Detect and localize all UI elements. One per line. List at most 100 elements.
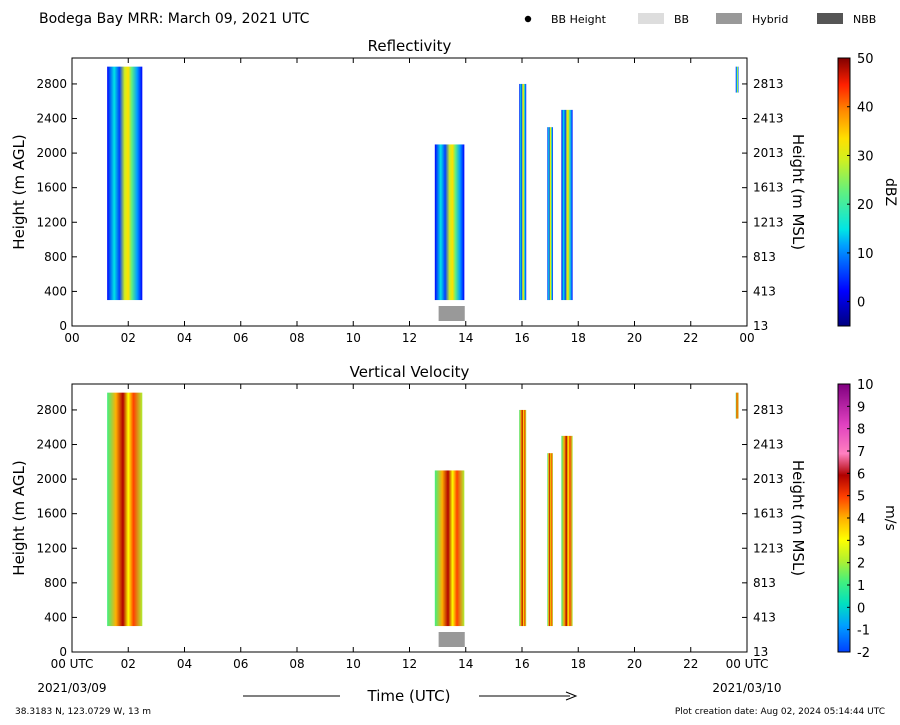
legend-swatch [638,13,664,24]
echo-column [434,470,465,627]
echo-column [519,83,527,301]
y-axis-label-right: Height (m MSL) [789,134,807,250]
x-arrow-head [565,691,578,701]
panel-title: Reflectivity [368,37,452,55]
x-axis-label: Time (UTC) [367,687,451,705]
x-tick-label: 00 [64,331,79,345]
x-tick-label: 18 [571,657,586,671]
x-tick-label: 10 [346,331,361,345]
colorbar-label: dBZ [882,178,898,206]
x-tick-label: 08 [289,657,304,671]
y-axis-label-right: Height (m MSL) [789,460,807,576]
y-tick-label-right: 1613 [753,507,784,521]
x-tick-label: 08 [289,331,304,345]
colorbar-tick-label: 1 [857,579,865,594]
echo-column [735,66,739,93]
colorbar-tick-label: 40 [857,101,874,116]
y-tick-label: 2000 [36,472,67,486]
plot-frame [71,57,748,327]
x-tick-label: 16 [514,657,529,671]
end-date-label: 2021/03/10 [712,681,781,695]
colorbar-tick-label: 10 [857,247,874,262]
x-tick-label: 00 UTC [51,657,94,671]
echo-column [434,144,465,301]
bb-legend: BB Height BB Hybrid NBB [524,13,876,26]
colorbar-tick-label: 0 [857,296,865,311]
y-tick-label-right: 2813 [753,77,784,91]
colorbar-tick-label: 7 [857,445,865,460]
echo-column [735,392,739,419]
colorbar-tick-label: 2 [857,557,865,572]
y-tick-label-right: 1213 [753,541,784,555]
y-tick-label-right: 13 [753,645,768,659]
y-tick-label: 2800 [36,77,67,91]
y-tick-label: 2000 [36,146,67,160]
colorbar-tick-label: 50 [857,52,874,67]
legend-label: Hybrid [752,13,788,26]
y-tick-label: 800 [44,576,67,590]
bb-height-marker [524,15,532,23]
echo-column [519,409,527,627]
y-tick-label: 2400 [36,112,67,126]
location-label: 38.3183 N, 123.0729 W, 13 m [15,707,151,717]
y-tick-label-right: 2813 [753,403,784,417]
colorbar-tick-label: 30 [857,149,874,164]
x-tick-label: 12 [402,331,417,345]
y-tick-label: 2400 [36,438,67,452]
colorbar [837,57,851,327]
plot-frame [71,383,748,653]
x-tick-label: 06 [233,331,248,345]
x-tick-label: 22 [683,657,698,671]
x-tick-label: 02 [121,657,136,671]
y-tick-label: 0 [59,319,67,333]
echo-column [547,127,553,301]
y-tick-label-right: 813 [753,250,776,264]
x-tick-label: 20 [627,657,642,671]
y-tick-label-right: 2413 [753,112,784,126]
echo-column [547,453,553,627]
colorbar-tick-label: 9 [857,400,865,415]
y-tick-label-right: 2013 [753,146,784,160]
y-tick-label-right: 2413 [753,438,784,452]
y-tick-label: 2800 [36,403,67,417]
y-tick-label: 1600 [36,507,67,521]
y-tick-label-right: 13 [753,319,768,333]
bb-type-segment [438,306,465,321]
x-tick-label: 02 [121,331,136,345]
echo-column [561,109,573,301]
y-tick-label-right: 813 [753,576,776,590]
legend-swatch [817,13,843,24]
echo-column [107,392,143,627]
y-tick-label: 800 [44,250,67,264]
colorbar-tick-label: 10 [857,378,874,393]
y-tick-label-right: 2013 [753,472,784,486]
colorbar-tick-label: 0 [857,601,865,616]
x-tick-label: 10 [346,657,361,671]
legend-swatch [716,13,742,24]
colorbar-tick-label: 5 [857,490,865,505]
panel-title: Vertical Velocity [350,363,470,381]
x-tick-label: 04 [177,657,192,671]
x-tick-label: 22 [683,331,698,345]
x-tick-label: 06 [233,657,248,671]
y-tick-label-right: 413 [753,284,776,298]
x-tick-label: 20 [627,331,642,345]
y-tick-label: 1600 [36,181,67,195]
y-tick-label: 0 [59,645,67,659]
x-tick-label: 00 [739,331,754,345]
y-tick-label: 1200 [36,541,67,555]
colorbar-tick-label: 8 [857,423,865,438]
colorbar-tick-label: -1 [857,624,870,639]
colorbar-tick-label: 6 [857,467,865,482]
y-tick-label-right: 1213 [753,215,784,229]
y-tick-label: 1200 [36,215,67,229]
y-tick-label-right: 1613 [753,181,784,195]
y-axis-label: Height (m AGL) [10,134,28,249]
y-axis-label: Height (m AGL) [10,460,28,575]
x-tick-label: 14 [458,331,473,345]
x-tick-label: 00 UTC [726,657,769,671]
start-date-label: 2021/03/09 [37,681,106,695]
